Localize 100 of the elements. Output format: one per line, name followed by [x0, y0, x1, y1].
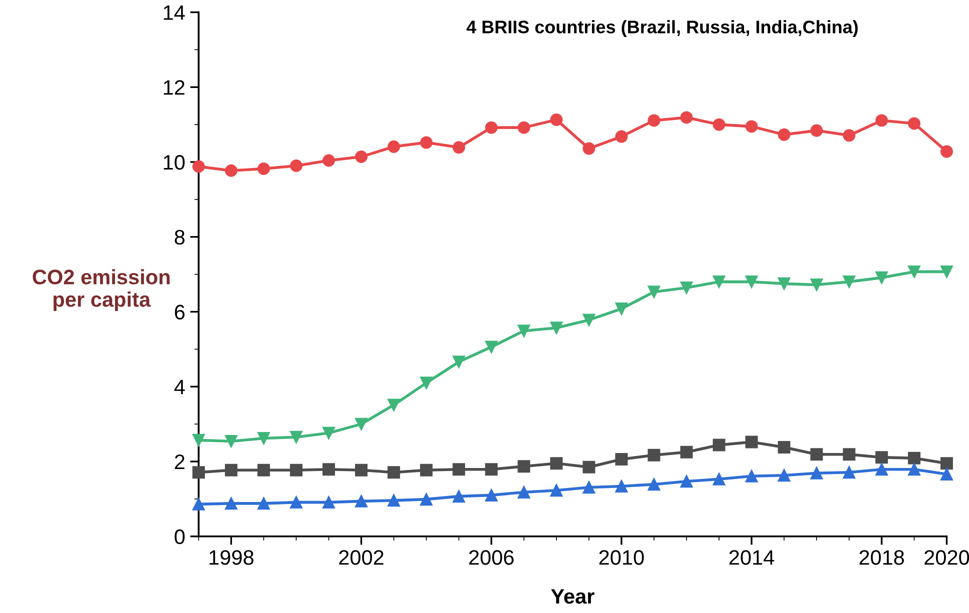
- point: [420, 493, 433, 506]
- point: [485, 463, 498, 476]
- x-tick-label: 2010: [599, 550, 644, 565]
- point: [388, 140, 400, 153]
- point: [257, 497, 270, 510]
- point: [518, 324, 530, 338]
- point: [322, 496, 335, 509]
- point: [908, 463, 920, 476]
- chart-title: 4 BRIIS countries (Brazil, Russia, India,China): [466, 20, 858, 37]
- point: [485, 340, 498, 354]
- point: [355, 494, 368, 508]
- point: [582, 142, 596, 155]
- point: [550, 113, 563, 126]
- point: [648, 286, 660, 298]
- point: [452, 356, 466, 368]
- point: [257, 464, 270, 476]
- point: [940, 457, 953, 470]
- point: [518, 121, 530, 134]
- point: [842, 448, 856, 461]
- point: [452, 490, 466, 503]
- point: [224, 464, 238, 476]
- point: [908, 265, 920, 278]
- point: [582, 314, 596, 326]
- y-tick-label: 10: [164, 155, 185, 170]
- point: [680, 475, 693, 488]
- x-tick-label: 2006: [469, 550, 514, 565]
- y-tick-label: 0: [174, 529, 185, 544]
- point: [648, 448, 660, 462]
- point: [388, 494, 400, 507]
- point: [518, 460, 530, 473]
- point: [224, 435, 238, 448]
- point: [582, 481, 596, 494]
- point: [355, 418, 368, 430]
- point: [875, 271, 888, 284]
- y-tick-label: 8: [174, 230, 185, 245]
- point: [257, 432, 270, 445]
- point: [615, 453, 628, 466]
- y-tick-label: 14: [164, 5, 185, 20]
- point: [648, 114, 660, 127]
- point: [192, 498, 205, 510]
- point: [485, 488, 498, 502]
- point: [224, 497, 238, 510]
- point: [322, 426, 335, 440]
- y-axis-title: CO2 emission per capita: [32, 269, 170, 311]
- point: [875, 463, 888, 476]
- y-tick-label: 12: [164, 80, 184, 95]
- point: [322, 154, 335, 167]
- point: [778, 128, 790, 141]
- point: [388, 398, 400, 412]
- point: [290, 496, 302, 509]
- point: [290, 464, 302, 476]
- point: [778, 277, 790, 290]
- point: [192, 160, 205, 173]
- point: [810, 278, 823, 292]
- point: [290, 430, 302, 444]
- point: [224, 164, 238, 177]
- x-axis-title: Year: [551, 589, 594, 604]
- point: [680, 111, 693, 124]
- point: [615, 302, 628, 316]
- point: [745, 120, 758, 133]
- point: [778, 469, 790, 482]
- point: [192, 466, 205, 479]
- x-tick-label: 2014: [729, 550, 774, 565]
- point: [582, 460, 596, 474]
- point: [257, 162, 270, 175]
- point: [810, 124, 823, 137]
- point: [712, 438, 726, 452]
- point: [745, 276, 758, 288]
- point: [940, 468, 953, 480]
- point: [420, 464, 433, 476]
- point: [420, 136, 433, 149]
- point: [842, 466, 856, 479]
- point: [290, 160, 302, 172]
- point: [452, 141, 466, 154]
- point: [778, 441, 790, 454]
- x-tick-label: 2020: [924, 550, 969, 565]
- point: [680, 446, 693, 458]
- point: [842, 276, 856, 288]
- point: [680, 282, 693, 294]
- point: [452, 463, 466, 476]
- y-tick-label: 4: [174, 380, 185, 394]
- y-tick-label: 6: [174, 304, 185, 320]
- point: [745, 436, 758, 448]
- x-tick-label: 2002: [339, 550, 384, 565]
- point: [875, 114, 888, 127]
- point: [940, 265, 953, 278]
- point: [355, 464, 368, 476]
- point: [712, 118, 726, 131]
- y-tick-label: 2: [174, 454, 184, 470]
- point: [908, 117, 920, 130]
- point: [550, 457, 563, 470]
- point: [842, 129, 856, 142]
- point: [550, 484, 563, 497]
- point: [192, 434, 205, 446]
- point: [388, 466, 400, 479]
- point: [712, 276, 726, 288]
- point: [810, 466, 823, 480]
- point: [550, 322, 563, 334]
- point: [648, 478, 660, 491]
- point: [940, 145, 953, 158]
